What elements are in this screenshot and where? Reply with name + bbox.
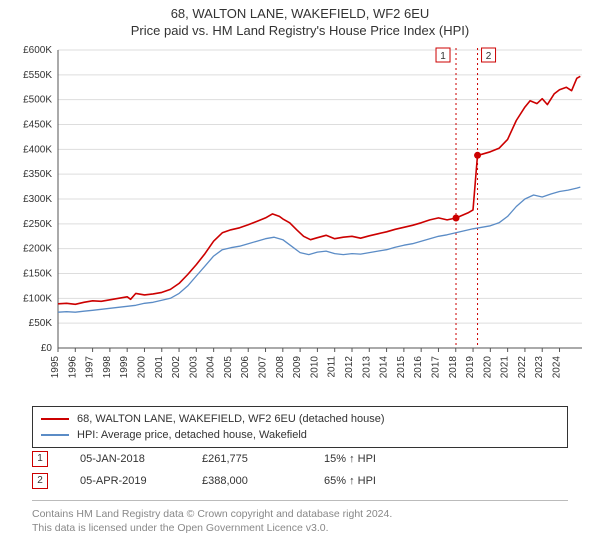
svg-text:£500K: £500K [23,95,52,106]
event-num-1: 2 [37,476,43,486]
svg-text:1: 1 [440,51,446,62]
svg-text:1998: 1998 [102,356,113,379]
chart-svg: £0 £50K £100K £150K £200K £250K £300K £350K £400… [8,46,592,400]
svg-text:2011: 2011 [327,356,338,378]
svg-text:£100K: £100K [23,293,52,304]
legend-swatch-0 [41,418,69,420]
events-table: 1 05-JAN-2018 £261,775 15% ↑ HPI 2 05-AP… [32,448,568,492]
svg-text:2022: 2022 [517,356,528,379]
legend-label-0: 68, WALTON LANE, WAKEFIELD, WF2 6EU (det… [77,413,385,425]
event-price-1: £388,000 [202,475,292,487]
event-row-1: 2 05-APR-2019 £388,000 65% ↑ HPI [32,470,568,492]
title-line-2: Price paid vs. HM Land Registry's House … [0,23,600,40]
svg-text:2: 2 [486,51,492,62]
svg-text:2001: 2001 [154,356,165,379]
svg-text:£0: £0 [41,343,53,354]
svg-text:£300K: £300K [23,194,52,205]
svg-text:£550K: £550K [23,70,52,81]
svg-text:£50K: £50K [29,318,53,329]
svg-text:2010: 2010 [309,356,320,379]
svg-text:2020: 2020 [482,356,493,379]
title-block: 68, WALTON LANE, WAKEFIELD, WF2 6EU Pric… [0,0,600,40]
legend-swatch-1 [41,434,69,436]
legend-box: 68, WALTON LANE, WAKEFIELD, WF2 6EU (det… [32,406,568,448]
svg-text:2005: 2005 [223,356,234,379]
event-delta-1: 65% ↑ HPI [324,475,414,487]
svg-text:2021: 2021 [500,356,511,379]
footer-block: Contains HM Land Registry data © Crown c… [32,500,568,535]
event-date-1: 05-APR-2019 [80,475,170,487]
legend-label-1: HPI: Average price, detached house, Wake… [77,429,307,441]
svg-text:2017: 2017 [430,356,441,379]
legend-row-1: HPI: Average price, detached house, Wake… [41,427,559,443]
svg-text:2000: 2000 [136,356,147,379]
event-price-0: £261,775 [202,453,292,465]
svg-text:2002: 2002 [171,356,182,379]
svg-text:2006: 2006 [240,356,251,379]
svg-text:1999: 1999 [119,356,130,379]
event-marker-0: 1 [32,451,48,467]
svg-text:2024: 2024 [552,356,563,379]
svg-text:£150K: £150K [23,269,52,280]
event-date-0: 05-JAN-2018 [80,453,170,465]
svg-text:2018: 2018 [448,356,459,379]
svg-text:2014: 2014 [379,356,390,379]
svg-text:2023: 2023 [534,356,545,379]
svg-text:2012: 2012 [344,356,355,379]
svg-text:£200K: £200K [23,244,52,255]
svg-text:£250K: £250K [23,219,52,230]
svg-text:£600K: £600K [23,46,52,56]
legend-row-0: 68, WALTON LANE, WAKEFIELD, WF2 6EU (det… [41,411,559,427]
event-delta-0: 15% ↑ HPI [324,453,414,465]
footer-line-1: Contains HM Land Registry data © Crown c… [32,507,568,521]
svg-text:2013: 2013 [361,356,372,379]
event-marker-1: 2 [32,473,48,489]
event-num-0: 1 [37,454,43,464]
svg-text:£450K: £450K [23,120,52,131]
event-row-0: 1 05-JAN-2018 £261,775 15% ↑ HPI [32,448,568,470]
svg-text:2015: 2015 [396,356,407,379]
svg-text:2004: 2004 [206,356,217,379]
title-line-1: 68, WALTON LANE, WAKEFIELD, WF2 6EU [0,6,600,23]
svg-text:£400K: £400K [23,144,52,155]
svg-text:2008: 2008 [275,356,286,379]
svg-text:£350K: £350K [23,169,52,180]
footer-line-2: This data is licensed under the Open Gov… [32,521,568,535]
svg-text:2016: 2016 [413,356,424,379]
svg-text:1996: 1996 [67,356,78,379]
svg-text:2003: 2003 [188,356,199,379]
svg-text:1997: 1997 [85,356,96,379]
svg-text:2019: 2019 [465,356,476,379]
svg-text:1995: 1995 [50,356,61,379]
svg-text:2009: 2009 [292,356,303,379]
svg-text:2007: 2007 [258,356,269,379]
chart-area: £0 £50K £100K £150K £200K £250K £300K £350K £400… [8,46,592,400]
